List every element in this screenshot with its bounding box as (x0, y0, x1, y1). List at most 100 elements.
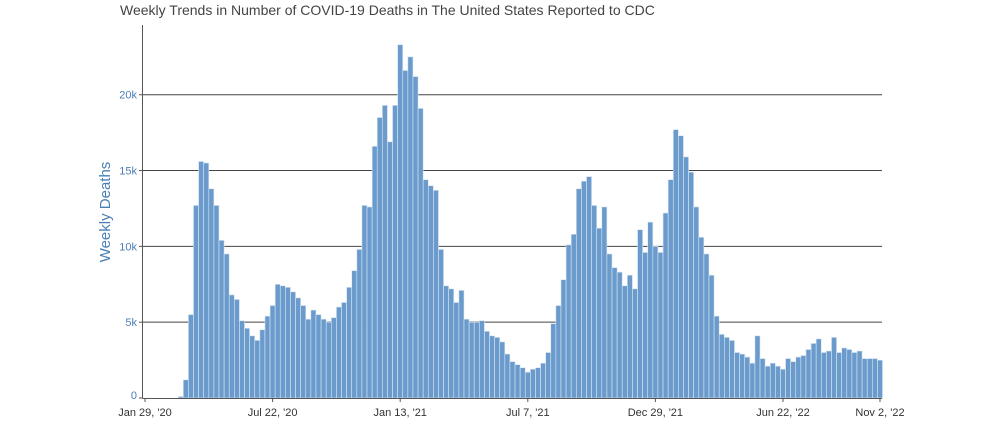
bar (693, 206, 700, 399)
bar (780, 368, 786, 399)
bar (560, 279, 567, 399)
bar (305, 318, 312, 399)
x-tick-label: Jan 13, '21 (373, 407, 426, 419)
bar (346, 287, 353, 399)
bar (371, 146, 378, 399)
bar (300, 305, 307, 399)
bar (637, 229, 643, 399)
bar (759, 358, 766, 399)
bar (545, 352, 552, 399)
bar (540, 362, 546, 399)
bar (290, 291, 296, 399)
bar (494, 337, 501, 399)
bar (591, 205, 598, 399)
bar (514, 364, 521, 399)
bar (601, 206, 608, 399)
bar (713, 315, 720, 399)
bar (203, 162, 210, 399)
bar (479, 320, 485, 399)
bar (683, 156, 689, 399)
bar (606, 253, 613, 399)
bar (836, 352, 842, 399)
bar (565, 244, 572, 399)
bar (708, 274, 715, 399)
bar (489, 335, 495, 399)
bar (427, 185, 434, 399)
bar (285, 287, 291, 399)
bar (729, 340, 735, 399)
x-tick-label: Nov 2, '22 (855, 407, 904, 419)
bar (412, 76, 419, 399)
bar (749, 362, 756, 399)
bar (611, 267, 618, 399)
bar (810, 343, 817, 399)
bar (438, 249, 444, 399)
bar (769, 362, 776, 399)
bar (851, 352, 858, 399)
bar (366, 206, 373, 399)
bar (218, 240, 225, 399)
bar (744, 356, 751, 399)
bar (443, 285, 449, 399)
bar (703, 253, 710, 399)
bar (417, 108, 424, 399)
bar (795, 356, 802, 399)
bar (448, 288, 455, 399)
bar (249, 335, 256, 399)
x-tick-label: Dec 29, '21 (628, 407, 683, 419)
bar (667, 179, 674, 399)
bar (647, 221, 654, 399)
bar (484, 330, 490, 399)
bar (407, 56, 414, 399)
bar (473, 321, 480, 399)
bar (570, 233, 577, 399)
bar (877, 359, 883, 399)
y-tick-label: 0 (131, 390, 137, 402)
bar (193, 205, 199, 399)
bar (688, 171, 694, 399)
bar (718, 334, 725, 399)
y-tick-label: 5k (125, 317, 137, 329)
bar (575, 188, 582, 399)
bar (177, 396, 184, 399)
x-tick-label: Jul 7, '21 (506, 407, 550, 419)
bar (234, 299, 240, 399)
bar (872, 358, 878, 399)
bar (739, 353, 746, 399)
bar (846, 349, 853, 399)
bar (228, 294, 235, 399)
bar (678, 135, 684, 399)
bar (775, 365, 781, 399)
bar (815, 338, 822, 399)
bar (382, 105, 388, 399)
bar (336, 306, 342, 399)
bar (188, 314, 194, 399)
bar (627, 274, 633, 399)
bar (642, 252, 649, 399)
bar (402, 70, 409, 399)
bar (351, 270, 358, 399)
bar (535, 367, 541, 399)
bar (509, 361, 516, 399)
bar (254, 340, 261, 399)
bar (295, 297, 301, 399)
bar (499, 341, 506, 399)
bar (596, 227, 603, 399)
bar (259, 329, 266, 399)
x-tick-label: Jul 22, '20 (248, 407, 298, 419)
bar (754, 335, 761, 399)
bar (734, 352, 740, 399)
bar (524, 371, 531, 399)
bar (422, 179, 429, 399)
bar (652, 246, 659, 399)
bar (279, 285, 286, 399)
bar (264, 315, 271, 399)
bar (244, 327, 250, 399)
bar (662, 212, 669, 399)
bar (856, 350, 863, 399)
bar (458, 290, 465, 399)
y-tick-label: 10k (119, 241, 137, 253)
bar (376, 117, 383, 399)
bar (550, 323, 557, 399)
